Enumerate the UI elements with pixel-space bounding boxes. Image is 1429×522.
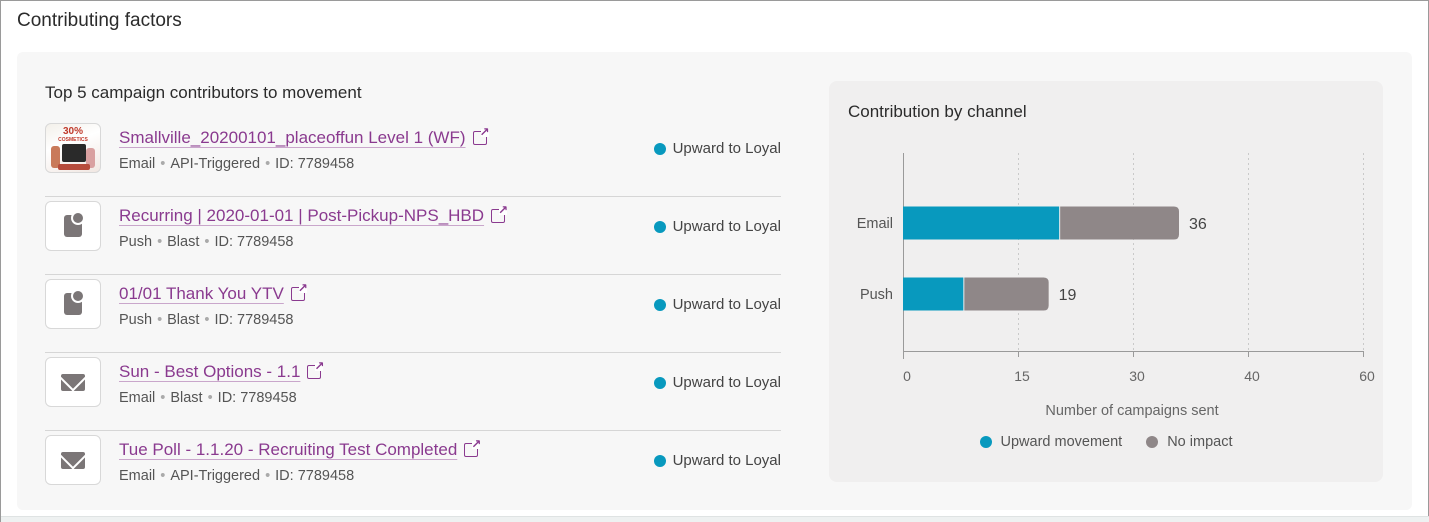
bar-total-label: 36 xyxy=(1189,216,1207,233)
external-link-icon[interactable] xyxy=(290,281,308,301)
status-dot xyxy=(653,376,666,389)
bar-segment xyxy=(903,206,1060,240)
bar-segment xyxy=(964,277,1049,311)
x-axis-label: Number of campaigns sent xyxy=(1045,403,1218,419)
bar-segment xyxy=(903,277,964,311)
status-dot xyxy=(653,298,666,311)
mail-icon xyxy=(61,373,85,391)
campaign-link[interactable]: Smallville_20200101_placeoffun Level 1 (… xyxy=(119,125,490,148)
campaign-row: 01/01 Thank You YTV Push•Blast•ID: 77894… xyxy=(45,275,781,353)
legend-item-upward[interactable]: Upward movement xyxy=(979,434,1123,450)
campaign-thumbnail xyxy=(45,279,101,329)
section-title: Contributing factors xyxy=(17,10,182,31)
status-dot xyxy=(653,220,666,233)
legend-swatch-upward xyxy=(979,436,992,448)
x-tick-label: 60 xyxy=(1359,368,1375,384)
campaign-id: ID: 7789458 xyxy=(214,312,294,328)
campaign-meta: Push • Blast • ID: 7789458 xyxy=(119,312,294,328)
status-dot xyxy=(653,142,666,155)
campaign-id: ID: 7789458 xyxy=(214,234,294,250)
movement-status: Upward to Loyal xyxy=(653,140,781,157)
campaign-id: ID: 7789458 xyxy=(275,156,355,172)
legend-swatch-no-impact xyxy=(1146,436,1159,448)
legend-label-no-impact: No impact xyxy=(1167,434,1233,450)
chart-title: Contribution by channel xyxy=(848,102,1027,121)
campaign-channel: Email xyxy=(119,156,156,172)
bottom-strip xyxy=(1,516,1429,522)
external-link-icon[interactable] xyxy=(491,203,508,223)
campaign-meta: Push • Blast • ID: 7789458 xyxy=(119,234,294,250)
thumbnail-promo-text: 30% COSMETICS xyxy=(58,126,88,144)
list-title: Top 5 campaign contributors to movement xyxy=(45,83,362,102)
category-label: Email xyxy=(857,216,893,232)
campaign-link[interactable]: Tue Poll - 1.1.20 - Recruiting Test Comp… xyxy=(119,437,481,460)
push-notification-icon xyxy=(64,211,85,237)
campaign-meta: Email • API-Triggered • ID: 7789458 xyxy=(119,468,355,484)
campaign-name[interactable]: Sun - Best Options - 1.1 xyxy=(119,362,301,381)
campaign-thumbnail xyxy=(45,435,101,485)
legend-item-no-impact[interactable]: No impact xyxy=(1146,434,1232,450)
campaign-meta: Email • API-Triggered • ID: 7789458 xyxy=(119,156,355,172)
campaign-channel: Email xyxy=(119,468,156,484)
mail-icon xyxy=(61,451,85,469)
campaign-name[interactable]: Recurring | 2020-01-01 | Post-Pickup-NPS… xyxy=(119,206,485,225)
campaign-thumbnail xyxy=(45,357,101,407)
movement-status: Upward to Loyal xyxy=(653,374,781,391)
campaign-channel: Email xyxy=(119,390,156,406)
campaign-name[interactable]: 01/01 Thank You YTV xyxy=(119,284,284,303)
movement-status: Upward to Loyal xyxy=(653,296,781,313)
contributors-panel: Top 5 campaign contributors to movement … xyxy=(17,52,1412,510)
campaign-channel: Push xyxy=(119,312,153,328)
external-link-icon[interactable] xyxy=(307,359,324,379)
status-label: Upward to Loyal xyxy=(672,140,781,157)
campaign-type: Blast xyxy=(170,390,203,406)
campaign-row: Tue Poll - 1.1.20 - Recruiting Test Comp… xyxy=(45,431,781,509)
movement-status: Upward to Loyal xyxy=(653,218,781,235)
status-label: Upward to Loyal xyxy=(672,374,781,391)
bar-total-label: 19 xyxy=(1059,287,1077,304)
legend-label-upward: Upward movement xyxy=(1000,434,1123,450)
campaign-row: Sun - Best Options - 1.1 Email•Blast•ID:… xyxy=(45,353,781,431)
chart-legend: Upward movement No impact xyxy=(829,434,1383,450)
x-tick-label: 30 xyxy=(1129,368,1145,384)
campaign-link[interactable]: Recurring | 2020-01-01 | Post-Pickup-NPS… xyxy=(119,203,508,226)
campaign-row: 30% COSMETICS Smallville_20200101_placeof… xyxy=(45,119,781,197)
campaign-name[interactable]: Smallville_20200101_placeoffun Level 1 (… xyxy=(119,128,466,147)
external-link-icon[interactable] xyxy=(464,437,481,457)
channel-chart-card: Contribution by channel 0 15 30 40 60 Number … xyxy=(829,81,1383,482)
campaign-type: API-Triggered xyxy=(170,156,261,172)
status-label: Upward to Loyal xyxy=(672,296,781,313)
campaign-channel: Push xyxy=(119,234,153,250)
bar-segment xyxy=(1060,206,1179,240)
campaign-thumbnail xyxy=(45,201,101,251)
external-link-icon[interactable] xyxy=(472,125,490,145)
campaign-type: Blast xyxy=(167,234,200,250)
movement-status: Upward to Loyal xyxy=(653,452,781,469)
campaign-list: 30% COSMETICS Smallville_20200101_placeof… xyxy=(45,119,781,509)
push-notification-icon xyxy=(64,289,85,315)
campaign-link[interactable]: Sun - Best Options - 1.1 xyxy=(119,359,324,382)
campaign-link[interactable]: 01/01 Thank You YTV xyxy=(119,281,308,304)
status-label: Upward to Loyal xyxy=(672,218,781,235)
campaign-type: API-Triggered xyxy=(170,468,261,484)
campaign-id: ID: 7789458 xyxy=(275,468,355,484)
campaign-meta: Email • Blast • ID: 7789458 xyxy=(119,390,297,406)
status-label: Upward to Loyal xyxy=(672,452,781,469)
category-label: Push xyxy=(860,287,893,303)
status-dot xyxy=(653,454,666,467)
campaign-thumbnail: 30% COSMETICS xyxy=(45,123,101,173)
campaign-row: Recurring | 2020-01-01 | Post-Pickup-NPS… xyxy=(45,197,781,275)
campaign-name[interactable]: Tue Poll - 1.1.20 - Recruiting Test Comp… xyxy=(119,440,458,459)
campaign-type: Blast xyxy=(167,312,200,328)
channel-bar-chart: 0 15 30 40 60 Number of campaigns sent Email 36… xyxy=(857,153,1375,419)
x-tick-label: 0 xyxy=(903,368,911,384)
x-tick-label: 40 xyxy=(1244,368,1260,384)
x-tick-label: 15 xyxy=(1014,368,1030,384)
campaign-id: ID: 7789458 xyxy=(217,390,297,406)
